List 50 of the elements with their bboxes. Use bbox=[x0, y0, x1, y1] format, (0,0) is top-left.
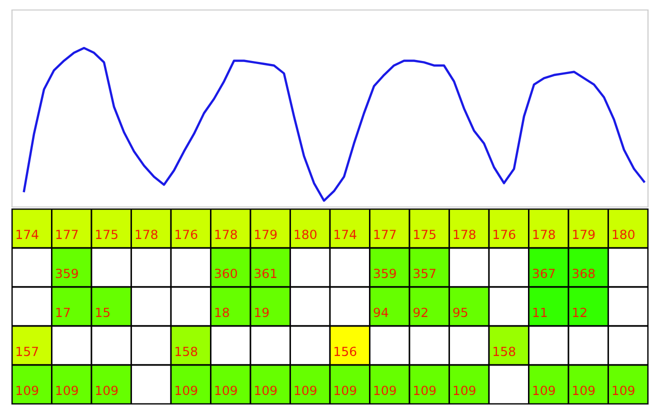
data-label: 156 bbox=[334, 346, 356, 356]
data-label: 174 bbox=[16, 230, 38, 239]
data-label: 359 bbox=[374, 268, 396, 278]
data-label: 368 bbox=[572, 268, 595, 278]
data-label: 178 bbox=[533, 230, 555, 240]
data-label: 109 bbox=[215, 386, 237, 396]
data-label: 94 bbox=[374, 308, 388, 318]
data-label: 109 bbox=[255, 386, 277, 396]
data-label: 178 bbox=[454, 230, 476, 240]
data-label: 109 bbox=[533, 386, 555, 396]
data-label: 109 bbox=[56, 386, 78, 396]
data-label: 175 bbox=[414, 230, 436, 240]
data-label: 359 bbox=[56, 268, 78, 278]
data-label: 11 bbox=[533, 308, 547, 317]
data-label: 180 bbox=[294, 230, 316, 240]
data-label: 109 bbox=[612, 386, 634, 396]
data-label: 92 bbox=[413, 308, 428, 318]
data-label: 157 bbox=[16, 346, 38, 356]
data-label: 109 bbox=[454, 386, 476, 396]
data-label: 109 bbox=[16, 386, 38, 396]
data-label: 175 bbox=[96, 230, 118, 240]
data-label: 109 bbox=[334, 386, 356, 396]
data-label: 109 bbox=[573, 386, 595, 396]
data-label: 19 bbox=[255, 308, 269, 318]
data-label: 95 bbox=[453, 308, 468, 318]
data-label: 109 bbox=[414, 386, 436, 396]
data-label: 179 bbox=[255, 230, 277, 240]
data-label: 361 bbox=[254, 268, 276, 278]
data-label: 357 bbox=[414, 268, 436, 278]
data-label: 109 bbox=[374, 386, 396, 396]
data-label: 17 bbox=[56, 308, 70, 317]
data-label: 179 bbox=[573, 230, 595, 240]
data-label: 180 bbox=[612, 230, 634, 240]
data-label: 109 bbox=[294, 386, 316, 396]
data-label: 367 bbox=[532, 268, 555, 278]
data-label: 158 bbox=[176, 346, 198, 356]
data-label: 176 bbox=[494, 230, 516, 240]
data-label: 15 bbox=[96, 308, 110, 318]
data-label: 18 bbox=[215, 308, 229, 318]
data-label: 158 bbox=[494, 346, 516, 356]
data-label: 109 bbox=[96, 386, 118, 396]
data-label: 174 bbox=[334, 230, 356, 239]
data-label: 178 bbox=[215, 230, 237, 240]
data-label: 178 bbox=[136, 230, 158, 240]
data-label: 176 bbox=[176, 230, 198, 240]
data-label: 177 bbox=[374, 230, 396, 239]
data-label: 177 bbox=[56, 230, 78, 239]
data-label: 109 bbox=[176, 386, 198, 396]
data-label: 12 bbox=[573, 308, 586, 317]
data-label: 360 bbox=[214, 268, 237, 278]
